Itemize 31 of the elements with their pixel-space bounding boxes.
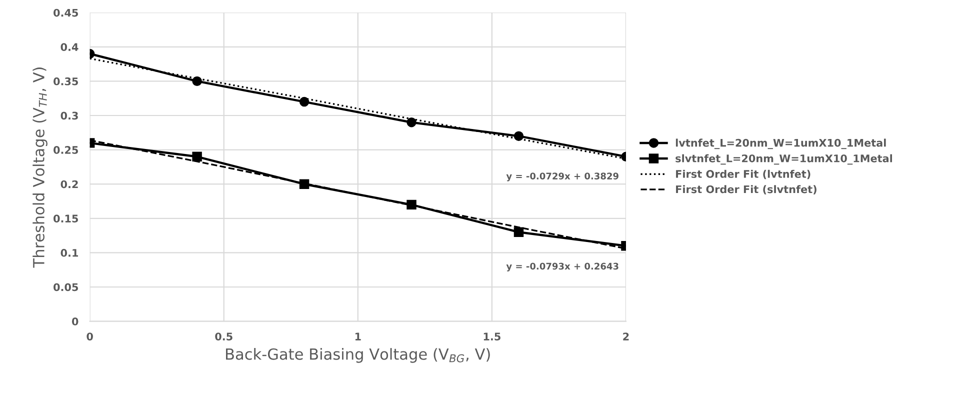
annotation: y = -0.0729x + 0.3829: [506, 172, 618, 182]
x-tick-label: 0: [86, 332, 93, 340]
y-tick-label: 0.4: [60, 43, 78, 52]
y-tick-label: 0.1: [60, 248, 78, 257]
annotation: y = -0.0793x + 0.2643: [506, 262, 618, 272]
legend-label: slvtnfet_L=20nm_W=1umX10_1Metal: [676, 154, 892, 165]
y-tick-label: 0.05: [54, 283, 78, 292]
legend-label: First Order Fit (lvtnfet): [676, 170, 810, 180]
x-tick-label: 2: [623, 332, 629, 340]
x-tick-label: 1: [355, 332, 361, 340]
y-tick-label: 0.3: [60, 112, 78, 120]
legend-label: First Order Fit (slvtnfet): [676, 185, 816, 194]
y-tick-label: 0.15: [54, 214, 78, 223]
point: [514, 227, 524, 237]
point: [299, 179, 310, 189]
point: [406, 200, 416, 210]
point: [192, 152, 202, 162]
y-tick-label: 0.35: [54, 77, 78, 86]
point: [514, 131, 524, 141]
point: [299, 96, 310, 107]
x-axis-title: Back-Gate Biasing Voltage (V$_{BG}$, V): [226, 348, 490, 363]
y-tick-label: 0.45: [54, 8, 78, 17]
x-tick-label: 0.5: [215, 332, 232, 340]
point: [192, 76, 202, 86]
x-tick-label: 1.5: [484, 332, 500, 340]
y-tick-label: 0.2: [60, 180, 78, 188]
legend-label: lvtnfet_L=20nm_W=1umX10_1Metal: [676, 138, 886, 150]
y-tick-label: 0.25: [54, 146, 78, 154]
y-axis-title: Threshold Voltage (V$_{TH}$, V): [32, 68, 48, 268]
y-tick-label: 0: [72, 318, 78, 326]
point: [406, 118, 416, 128]
